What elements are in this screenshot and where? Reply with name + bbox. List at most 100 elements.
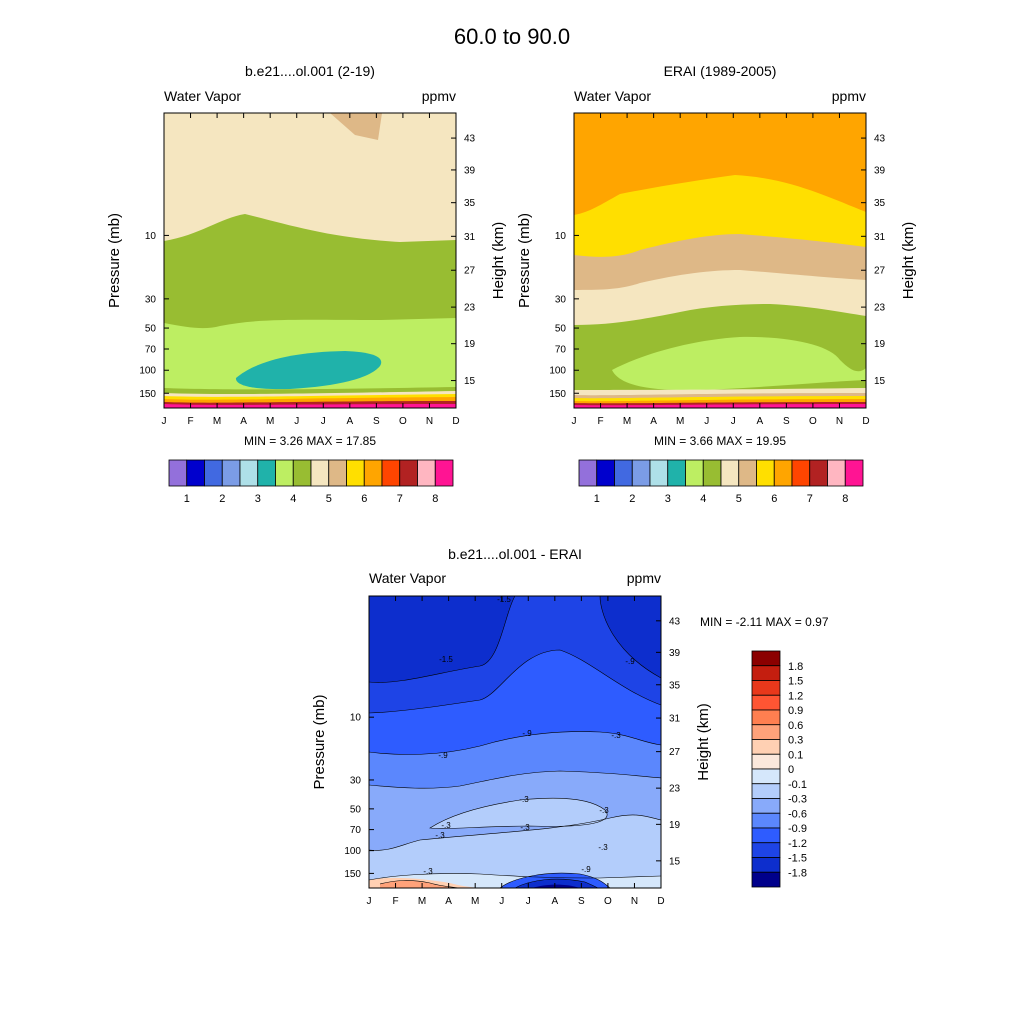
contour-label: -.9: [625, 657, 635, 666]
panel1-minmax: MIN = 3.26 MAX = 17.85: [244, 434, 376, 448]
contour-label: -.3: [519, 795, 529, 804]
diff-colorbar-box: [751, 842, 781, 858]
p1-region-top-pocket: [330, 113, 382, 140]
contour-label: -.3: [441, 821, 451, 830]
panel1-axes: J F M A M J J A S O N D 10 30 50 70 100 150 43 39 35 31 27 23 19…: [106, 113, 507, 427]
x-tick-label: J: [731, 416, 736, 427]
colorbar-box: [275, 459, 294, 487]
diff-colorbar-label: 1.8: [788, 661, 803, 673]
height-axis-label: Height (km): [695, 703, 712, 781]
colorbar-label: 6: [361, 493, 367, 505]
x-tick-label: S: [373, 416, 380, 427]
diff-colorbar-box: [751, 798, 781, 814]
colorbar-box: [346, 459, 365, 487]
contour-label: -.3: [599, 806, 609, 815]
panel3-frame: [368, 595, 662, 889]
panel3-title: b.e21....ol.001 - ERAI: [448, 546, 582, 562]
panel-difference: b.e21....ol.001 - ERAI Water Vapor ppmv: [311, 546, 829, 907]
contour-label: -.3: [520, 823, 530, 832]
x-tick-label: S: [783, 416, 790, 427]
colorbar-box: [791, 459, 811, 487]
colorbar-box: [702, 459, 722, 487]
x-tick-label: J: [162, 416, 167, 427]
diff-colorbar-box: [751, 680, 781, 696]
x-tick-label: M: [471, 896, 479, 907]
height-tick-label: 35: [874, 198, 886, 209]
colorbar-box: [667, 459, 686, 487]
p3-region-pos-0.3: [380, 880, 460, 888]
x-tick-label: D: [452, 416, 459, 427]
panel1-frame: [163, 112, 457, 409]
p3-contour-line: [368, 649, 662, 714]
colorbar-box: [809, 459, 828, 487]
diff-colorbar-box: [751, 783, 781, 799]
colorbar-label: 6: [771, 493, 777, 505]
height-tick-label: 31: [874, 232, 886, 243]
pressure-tick-label: 50: [555, 324, 567, 335]
colorbar-box: [310, 459, 330, 487]
height-tick-label: 19: [669, 820, 681, 831]
x-tick-label: S: [578, 896, 585, 907]
colorbar-label: 3: [255, 493, 261, 505]
height-tick-label: 39: [669, 648, 681, 659]
diff-colorbar-label: -0.9: [788, 823, 807, 835]
pressure-axis-label: Pressure (mb): [106, 213, 123, 308]
x-tick-label: A: [551, 896, 558, 907]
pressure-tick-label: 10: [555, 231, 567, 242]
x-tick-label: M: [266, 416, 274, 427]
x-tick-label: N: [426, 416, 433, 427]
pressure-tick-label: 100: [344, 846, 361, 857]
colorbar-label: 1: [184, 493, 190, 505]
x-tick-label: M: [676, 416, 684, 427]
p1-region-minimum: [235, 351, 382, 390]
diff-colorbar-label: 1.5: [788, 676, 803, 688]
diff-colorbar-label: 1.2: [788, 690, 803, 702]
panel3-units-label: ppmv: [627, 570, 661, 586]
colorbar-box: [328, 459, 347, 487]
p3-contour-line: [499, 872, 611, 889]
pressure-tick-label: 70: [350, 825, 362, 836]
contour-label: -.3: [435, 831, 445, 840]
contour-label: -.3: [611, 731, 621, 740]
x-tick-label: J: [294, 416, 299, 427]
x-tick-label: F: [597, 416, 603, 427]
panel1-colorbar: 1 2 3 4 5 6 7 8: [168, 459, 454, 505]
panel3-minmax: MIN = -2.11 MAX = 0.97: [700, 615, 829, 629]
pressure-tick-label: 150: [344, 869, 361, 880]
colorbar-box: [738, 459, 757, 487]
diff-colorbar-label: 0.3: [788, 735, 803, 747]
height-tick-label: 39: [464, 165, 476, 176]
x-tick-label: O: [399, 416, 407, 427]
diff-colorbar-label: -1.5: [788, 853, 807, 865]
x-tick-label: M: [213, 416, 221, 427]
contour-label: -.3: [423, 867, 433, 876]
colorbar-label: 7: [397, 493, 403, 505]
colorbar-label: 1: [594, 493, 600, 505]
p3-contour-line: [429, 797, 608, 829]
height-tick-label: 23: [874, 303, 886, 314]
diff-colorbar-label: 0.9: [788, 705, 803, 717]
diff-colorbar-label: 0: [788, 764, 794, 776]
height-axis-label: Height (km): [900, 222, 917, 300]
colorbar-box: [417, 459, 436, 487]
diff-colorbar-box: [751, 827, 781, 844]
x-tick-label: M: [418, 896, 426, 907]
colorbar-box: [186, 459, 205, 487]
height-axis-label: Height (km): [490, 222, 507, 300]
height-tick-label: 27: [464, 266, 476, 277]
colorbar-box: [363, 459, 383, 487]
diff-colorbar-label: -0.3: [788, 794, 807, 806]
colorbar-box: [756, 459, 775, 487]
panel3-contour-labels: -1.5-1.5 -.9-.9-.9 -.3-.3-.3-.3-.3-.3-.3-.…: [423, 595, 635, 876]
diff-colorbar-box: [751, 768, 781, 785]
x-tick-label: J: [499, 896, 504, 907]
pressure-tick-label: 70: [555, 345, 567, 356]
pressure-tick-label: 30: [555, 294, 567, 305]
colorbar-box: [239, 459, 259, 487]
diff-colorbar-box: [751, 812, 781, 829]
x-tick-label: N: [836, 416, 843, 427]
height-tick-label: 15: [464, 376, 476, 387]
panel2-title: ERAI (1989-2005): [664, 63, 777, 79]
pressure-axis-label: Pressure (mb): [311, 694, 328, 789]
